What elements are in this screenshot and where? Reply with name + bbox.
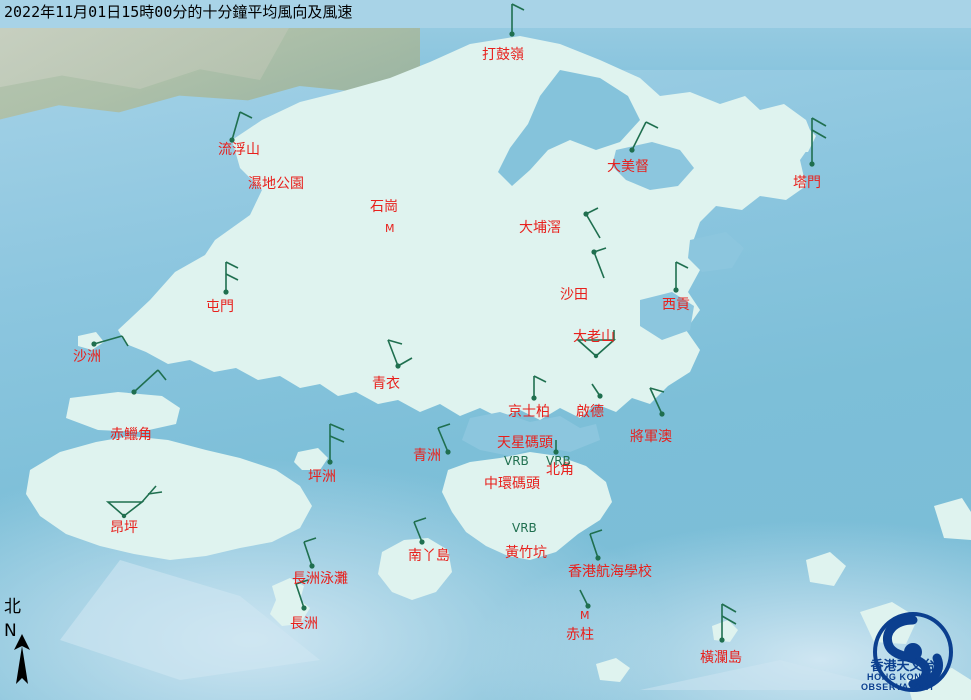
vrb-wong-chuk-hang: VRB: [512, 521, 537, 535]
barb-kings-park: [533, 375, 547, 398]
barb-hk-sea-school: [589, 529, 603, 559]
station-label-tuen-mun: 屯門: [206, 299, 234, 315]
station-label-lau-fau-shan: 流浮山: [218, 142, 260, 158]
m-mark-stanley: M: [580, 609, 590, 622]
page-title: 2022年11月01日15時00分的十分鐘平均風向及風速: [4, 3, 353, 21]
station-label-north-point: 北角: [546, 462, 574, 478]
barb-tseung-kwan-o: [649, 387, 665, 415]
station-label-stanley: 赤柱: [566, 627, 594, 643]
station-label-tsing-chau: 青洲: [413, 448, 441, 464]
hko-logo-icon: [873, 612, 953, 692]
station-label-shek-kong: 石崗: [370, 199, 398, 215]
barb-lamma: [413, 517, 427, 543]
barb-tai-mei-tuk: [631, 121, 659, 151]
station-label-sha-tin: 沙田: [560, 287, 588, 303]
station-label-wong-chuk-hang: 黃竹坑: [505, 545, 547, 561]
barb-ngong-ping: [105, 485, 163, 518]
barb-ta-kwu-ling: [511, 3, 525, 34]
station-label-star-ferry: 天星碼頭: [497, 435, 553, 451]
barb-tap-mun: [811, 117, 827, 164]
vrb-star-ferry: VRB: [546, 454, 571, 468]
top-sky-strip: [0, 0, 971, 28]
barb-sai-kung: [675, 261, 689, 290]
barb-lau-fau-shan: [231, 111, 253, 141]
barb-tates-cairn: [575, 330, 617, 358]
north-arrow-icon: [14, 634, 30, 684]
barb-tuen-mun: [225, 261, 239, 292]
barb-sha-chau: [93, 335, 129, 347]
station-label-sai-kung: 西貢: [662, 297, 690, 313]
station-label-tai-mei-tuk: 大美督: [607, 159, 649, 175]
station-label-wetland-park: 濕地公園: [248, 176, 304, 192]
station-label-ngong-ping: 昂坪: [110, 520, 138, 536]
m-mark-shek-kong: M: [385, 222, 395, 235]
barb-tsing-chau: [437, 423, 451, 453]
compass-north-label: 北: [4, 597, 21, 617]
station-label-lamma-island: 南丫島: [408, 548, 450, 564]
barb-tsing-yi: [387, 339, 413, 367]
station-label-cheung-chau: 長洲: [290, 616, 318, 632]
barb-peng-chau: [329, 423, 345, 462]
station-label-tsing-yi: 青衣: [372, 376, 400, 392]
station-label-central-pier: 中環碼頭: [484, 476, 540, 492]
barb-cheung-chau: [295, 579, 309, 609]
barb-stanley: [579, 589, 589, 607]
barb-chek-lap-kok: [133, 369, 167, 393]
vrb-central: VRB: [504, 454, 529, 468]
station-label-sha-chau: 沙洲: [73, 349, 101, 365]
station-label-chek-lap-kok: 赤鱲角: [110, 427, 152, 443]
station-label-tate-s-cairn: 大老山: [573, 329, 615, 345]
station-label-kai-tak: 啟德: [576, 404, 604, 420]
logo-text-chinese: 香港天文台: [870, 659, 936, 674]
station-label-hk-sea-school: 香港航海學校: [568, 564, 652, 580]
station-label-cheung-chau-beach: 長洲泳灘: [292, 571, 348, 587]
station-label-tai-po-kau: 大埔滘: [519, 220, 561, 236]
station-label-peng-chau: 坪洲: [308, 469, 336, 485]
station-label-ta-kwu-ling: 打鼓嶺: [482, 47, 524, 63]
barb-cheung-chau-beach: [303, 537, 317, 567]
station-label-waglan-island: 橫瀾島: [700, 650, 742, 666]
station-label-tap-mun: 塔門: [793, 175, 821, 191]
compass-rose: 北 N: [4, 592, 30, 684]
station-label-kings-park: 京士柏: [508, 404, 550, 420]
logo-text-english: HONG KONG OBSERVATORY: [860, 672, 936, 692]
compass-n-letter: N: [4, 621, 17, 641]
barb-waglan: [721, 603, 737, 640]
station-label-tseung-kwan-o: 將軍澳: [630, 429, 672, 445]
